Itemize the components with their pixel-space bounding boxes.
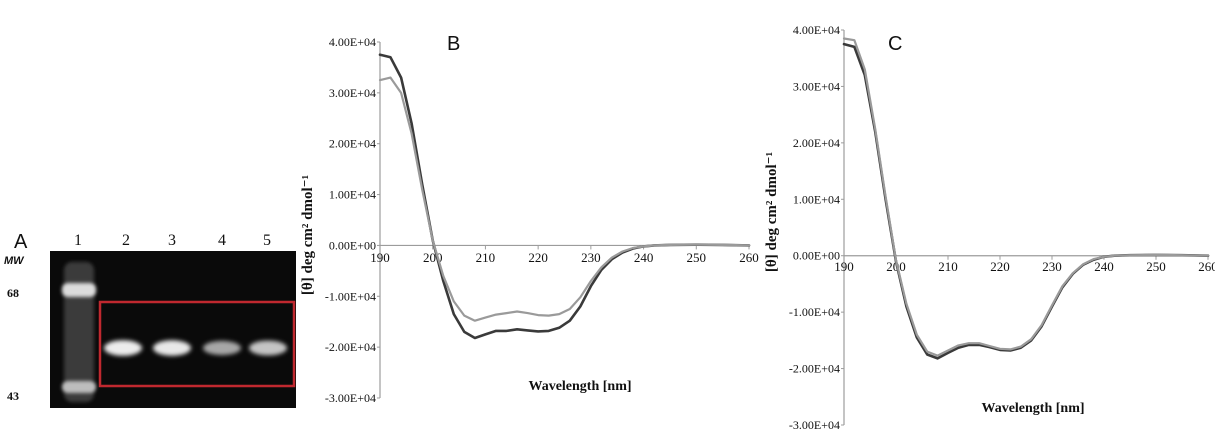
gel-panel: A MW 68 43 1 2 3 4 5: [4, 231, 296, 408]
y-tick-label: -3.00E+04: [325, 391, 376, 405]
lane-label-1: 1: [74, 232, 82, 249]
panel-label-b: B: [447, 33, 460, 55]
axes-c: 4.00E+04 3.00E+04 2.00E+04 1.00E+04 0.00E+00…: [789, 23, 1215, 432]
mw-marker-68: 68: [7, 286, 19, 300]
lane-label-2: 2: [122, 232, 130, 249]
series-line-2: [378, 76, 751, 322]
y-tick-label: -3.00E+04: [789, 418, 840, 432]
lane-label-4: 4: [218, 232, 226, 249]
x-tick-label: 260: [739, 250, 759, 265]
x-tick-label: 220: [528, 250, 548, 265]
x-tick-label: 230: [1042, 259, 1062, 274]
gel-band-lane-3: [153, 340, 191, 356]
cd-chart-c: C [θ] deg cm² dmol⁻¹ Wavelength [nm] 4.0…: [764, 23, 1215, 432]
x-tick-label: 190: [370, 250, 390, 265]
marker-band-43: [62, 381, 96, 393]
y-tick-label: 3.00E+04: [329, 86, 376, 100]
series-line-2: [842, 37, 1210, 357]
x-tick-label: 230: [581, 250, 601, 265]
series-line-1: [842, 42, 1210, 360]
panel-label-a: A: [14, 231, 28, 253]
x-tick-label: 240: [634, 250, 654, 265]
x-tick-label: 190: [834, 259, 854, 274]
y-tick-label: -2.00E+04: [789, 362, 840, 376]
xlabel-b: Wavelength [nm]: [528, 379, 631, 394]
y-tick-label: 3.00E+04: [793, 79, 840, 93]
gel-band-lane-4: [203, 340, 241, 356]
y-tick-label: 4.00E+04: [329, 35, 376, 49]
mw-label: MW: [4, 255, 25, 267]
ylabel-b: [θ] deg cm² dmol⁻¹: [300, 175, 316, 295]
lane-label-3: 3: [168, 232, 176, 249]
x-tick-label: 210: [476, 250, 496, 265]
panel-label-c: C: [888, 33, 902, 55]
series-line-1: [378, 53, 751, 340]
y-tick-label: 2.00E+04: [329, 137, 376, 151]
y-tick-label: 0.00E+00: [793, 249, 840, 263]
x-tick-label: 250: [1146, 259, 1166, 274]
gel-bands: [62, 262, 287, 402]
series-b: [378, 53, 751, 340]
x-tick-label: 260: [1198, 259, 1215, 274]
x-tick-label: 250: [687, 250, 707, 265]
mw-marker-43: 43: [7, 389, 19, 403]
ylabel-c: [θ] deg cm² dmol⁻¹: [764, 152, 780, 272]
y-tick-label: 1.00E+04: [793, 192, 840, 206]
cd-chart-b: B [θ] deg cm² dmol⁻¹ Wavelength [nm] 4.0…: [300, 33, 759, 405]
axes-b: 4.00E+04 3.00E+04 2.00E+04 1.00E+04 0.00E+00…: [325, 35, 759, 405]
gel-highlight-box: [98, 300, 296, 388]
gel-band-lane-5: [249, 340, 287, 356]
y-tick-label: 2.00E+04: [793, 136, 840, 150]
x-tick-label: 210: [938, 259, 958, 274]
y-tick-label: 0.00E+00: [329, 238, 376, 252]
y-tick-label: -1.00E+04: [325, 289, 376, 303]
xlabel-c: Wavelength [nm]: [981, 401, 1084, 416]
y-tick-label: 1.00E+04: [329, 188, 376, 202]
gel-band-lane-2: [104, 340, 142, 356]
x-tick-label: 220: [990, 259, 1010, 274]
lane-label-5: 5: [263, 232, 271, 249]
y-tick-label: 4.00E+04: [793, 23, 840, 37]
series-c: [842, 37, 1210, 360]
marker-band-68: [62, 283, 96, 297]
y-tick-label: -2.00E+04: [325, 340, 376, 354]
x-tick-label: 240: [1094, 259, 1114, 274]
y-tick-label: -1.00E+04: [789, 305, 840, 319]
